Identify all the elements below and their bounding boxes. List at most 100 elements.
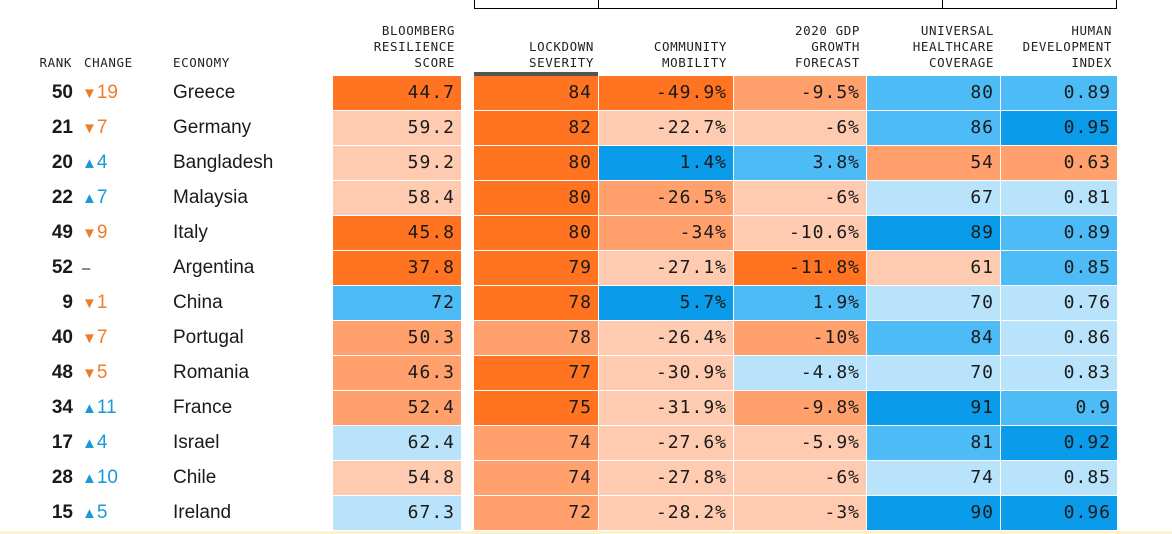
score-cell: 72 [333, 286, 461, 320]
table-header: RANK CHANGE ECONOMY BLOOMBERG RESILIENCE… [0, 0, 1172, 76]
header-tick [942, 0, 943, 9]
header-lockdown-severity[interactable]: LOCKDOWN SEVERITY [528, 39, 594, 70]
economy-cell: France [173, 397, 233, 418]
gdp-cell: -11.8% [734, 251, 866, 285]
change-cell: ▲7 [82, 181, 107, 215]
hdi-cell: 0.95 [1001, 111, 1117, 145]
table-row[interactable]: 17 ▲4 Israel 62.4 74 -27.6% -5.9% 81 0.92 [0, 426, 1172, 461]
rank-cell: 28 [51, 467, 73, 488]
table-row[interactable]: 48 ▼5 Romania 46.3 77 -30.9% -4.8% 70 0.83 [0, 356, 1172, 391]
table-row[interactable]: 15 ▲5 Ireland 67.3 72 -28.2% -3% 90 0.96 [0, 496, 1172, 531]
table-row[interactable]: 34 ▲11 France 52.4 75 -31.9% -9.8% 91 0.9 [0, 391, 1172, 426]
table-row[interactable]: 40 ▼7 Portugal 50.3 78 -26.4% -10% 84 0.86 [0, 321, 1172, 356]
health-cell: 80 [867, 76, 1000, 110]
header-change[interactable]: CHANGE [84, 55, 133, 70]
change-cell: ▼1 [82, 286, 107, 320]
health-cell: 86 [867, 111, 1000, 145]
change-value: 19 [96, 82, 118, 103]
rank-cell: 21 [51, 117, 73, 138]
health-cell: 90 [867, 496, 1000, 530]
economy-cell: Bangladesh [173, 152, 274, 173]
triangle-up-icon: ▲ [82, 505, 97, 522]
rank-cell: 48 [51, 362, 73, 383]
health-cell: 54 [867, 146, 1000, 180]
mobility-cell: -27.6% [599, 426, 733, 460]
mobility-cell: -26.5% [599, 181, 733, 215]
header-community-mobility[interactable]: COMMUNITY MOBILITY [653, 39, 727, 70]
health-cell: 91 [867, 391, 1000, 425]
economy-cell: Argentina [173, 257, 255, 278]
hdi-cell: 0.86 [1001, 321, 1117, 355]
gdp-cell: 3.8% [734, 146, 866, 180]
table-row[interactable]: 20 ▲4 Bangladesh 59.2 80 1.4% 3.8% 54 0.63 [0, 146, 1172, 181]
table-row[interactable]: 28 ▲10 Chile 54.8 74 -27.8% -6% 74 0.85 [0, 461, 1172, 496]
hdi-cell: 0.76 [1001, 286, 1117, 320]
triangle-up-icon: ▲ [82, 155, 97, 172]
mobility-cell: -49.9% [599, 76, 733, 110]
mobility-cell: -30.9% [599, 356, 733, 390]
health-cell: 70 [867, 286, 1000, 320]
table-row[interactable]: 9 ▼1 China 72 78 5.7% 1.9% 70 0.76 [0, 286, 1172, 321]
change-cell: ▼19 [82, 76, 118, 110]
gdp-cell: -6% [734, 461, 866, 495]
score-cell: 59.2 [333, 111, 461, 145]
change-cell: ▼7 [82, 111, 107, 145]
score-cell: 37.8 [333, 251, 461, 285]
mobility-cell: 5.7% [599, 286, 733, 320]
change-value: 11 [96, 397, 117, 418]
change-value: 7 [96, 117, 108, 138]
triangle-down-icon: ▼ [82, 225, 97, 242]
change-cell: – [82, 251, 90, 285]
header-healthcare-coverage[interactable]: UNIVERSAL HEALTHCARE COVERAGE [912, 23, 994, 70]
rank-cell: 40 [51, 327, 73, 348]
mobility-cell: 1.4% [599, 146, 733, 180]
change-cell: ▲10 [82, 461, 118, 495]
table-row[interactable]: 50 ▼19 Greece 44.7 84 -49.9% -9.5% 80 0.89 [0, 76, 1172, 111]
hdi-cell: 0.92 [1001, 426, 1117, 460]
change-cell: ▲11 [82, 391, 117, 425]
mobility-cell: -27.8% [599, 461, 733, 495]
score-cell: 45.8 [333, 216, 461, 250]
gdp-cell: -10.6% [734, 216, 866, 250]
header-gdp-forecast[interactable]: 2020 GDP GROWTH FORECAST [794, 23, 860, 70]
hdi-cell: 0.9 [1001, 391, 1117, 425]
change-value: 4 [96, 432, 108, 453]
change-cell: ▼9 [82, 216, 107, 250]
economy-cell: Chile [173, 467, 217, 488]
change-value: 1 [96, 292, 108, 313]
header-rank[interactable]: RANK [39, 55, 72, 70]
rank-cell: 15 [51, 502, 73, 523]
mobility-cell: -31.9% [599, 391, 733, 425]
header-economy[interactable]: ECONOMY [173, 55, 230, 70]
header-tick [474, 0, 475, 9]
triangle-down-icon: ▼ [82, 365, 97, 382]
hdi-cell: 0.63 [1001, 146, 1117, 180]
header-human-development[interactable]: HUMAN DEVELOPMENT INDEX [1022, 23, 1112, 70]
change-value: 5 [96, 502, 108, 523]
gdp-cell: -9.5% [734, 76, 866, 110]
table-row[interactable]: 52– Argentina 37.8 79 -27.1% -11.8% 61 0.85 [0, 251, 1172, 286]
table-row[interactable]: 49 ▼9 Italy 45.8 80 -34% -10.6% 89 0.89 [0, 216, 1172, 251]
score-cell: 46.3 [333, 356, 461, 390]
health-cell: 81 [867, 426, 1000, 460]
lockdown-cell: 78 [474, 321, 598, 355]
sort-indicator [474, 72, 598, 76]
lockdown-cell: 79 [474, 251, 598, 285]
hdi-cell: 0.81 [1001, 181, 1117, 215]
lockdown-cell: 74 [474, 461, 598, 495]
gdp-cell: -9.8% [734, 391, 866, 425]
mobility-cell: -22.7% [599, 111, 733, 145]
table-row[interactable]: 22 ▲7 Malaysia 58.4 80 -26.5% -6% 67 0.81 [0, 181, 1172, 216]
economy-cell: Greece [173, 82, 236, 103]
lockdown-cell: 80 [474, 146, 598, 180]
rank-cell: 50 [51, 82, 73, 103]
header-resilience-score[interactable]: BLOOMBERG RESILIENCE SCORE [373, 23, 455, 70]
hdi-cell: 0.96 [1001, 496, 1117, 530]
health-cell: 84 [867, 321, 1000, 355]
change-cell: ▲4 [82, 146, 107, 180]
table-row[interactable]: 21 ▼7 Germany 59.2 82 -22.7% -6% 86 0.95 [0, 111, 1172, 146]
lockdown-cell: 75 [474, 391, 598, 425]
economy-cell: Ireland [173, 502, 232, 523]
rank-cell: 22 [51, 187, 73, 208]
gdp-cell: -6% [734, 111, 866, 145]
